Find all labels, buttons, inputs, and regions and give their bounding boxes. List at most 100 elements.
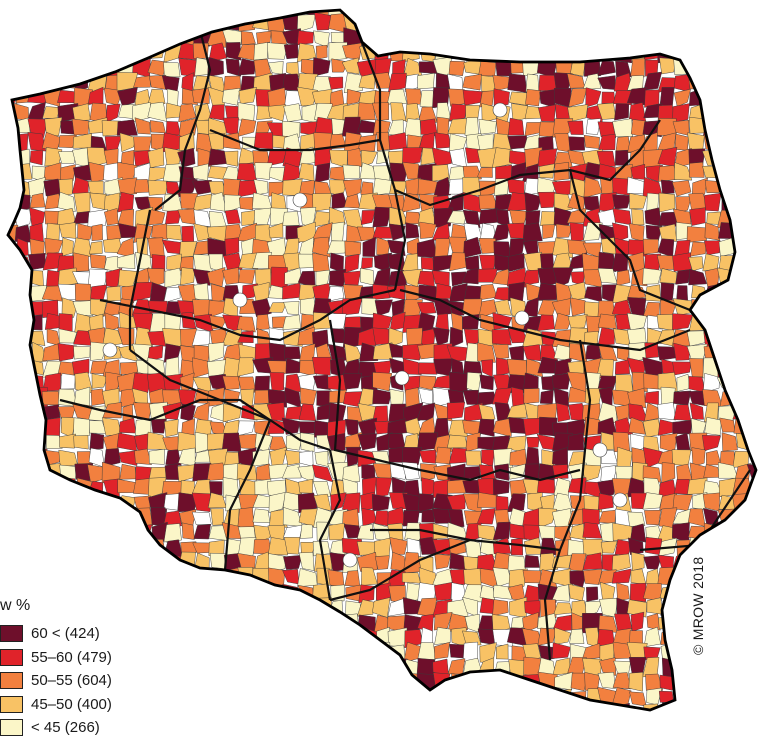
municipality-cell [717, 133, 738, 152]
municipality-cell [147, 88, 166, 106]
municipality-cell [746, 238, 756, 258]
municipality-cell [57, 406, 76, 420]
municipality-cell [477, 10, 494, 17]
municipality-cell [72, 569, 91, 587]
municipality-cell [72, 12, 93, 32]
municipality-cell [388, 132, 408, 151]
municipality-cell [524, 737, 541, 744]
municipality-cell [357, 12, 378, 31]
municipality-cell [627, 511, 646, 527]
municipality-cell [387, 239, 406, 257]
municipality-cell [298, 478, 313, 494]
municipality-cell [582, 720, 598, 735]
municipality-cell [554, 733, 570, 744]
municipality-cell [614, 103, 629, 121]
municipality-cell [31, 554, 47, 572]
municipality-cell [402, 147, 423, 166]
municipality-cell [344, 240, 362, 257]
municipality-cell [344, 343, 363, 363]
municipality-cell [317, 702, 330, 710]
municipality-cell [732, 661, 752, 676]
municipality-cell [496, 674, 513, 693]
municipality-cell [192, 180, 212, 195]
municipality-cell [751, 480, 756, 494]
municipality-cell [418, 734, 433, 744]
municipality-cell [388, 342, 404, 358]
municipality-cell [762, 207, 768, 226]
municipality-cell [327, 569, 345, 588]
municipality-cell [191, 492, 211, 513]
municipality-cell [749, 567, 756, 587]
municipality-cell [481, 449, 496, 468]
municipality-cell [686, 226, 707, 243]
municipality-cell [672, 704, 690, 710]
municipality-cell [284, 672, 302, 693]
municipality-cell [312, 658, 331, 674]
municipality-cell [477, 734, 496, 744]
municipality-cell [447, 12, 468, 32]
municipality-cell [746, 344, 756, 361]
municipality-cell [674, 162, 693, 181]
municipality-cell [44, 237, 64, 255]
municipality-cell [461, 267, 479, 285]
municipality-cell [77, 223, 93, 242]
municipality-cell [732, 540, 751, 558]
municipality-cell [673, 342, 691, 361]
municipality-cell [43, 509, 61, 526]
municipality-cell [254, 375, 270, 392]
municipality-cell [747, 493, 756, 512]
municipality-cell [747, 330, 756, 346]
municipality-cell [197, 672, 212, 693]
municipality-cell [507, 10, 527, 15]
municipality-cell [58, 151, 77, 164]
municipality-cell [465, 450, 482, 466]
municipality-cell [59, 10, 78, 16]
municipality-cell [402, 343, 423, 361]
municipality-cell [689, 207, 706, 226]
municipality-cell [762, 373, 768, 391]
municipality-cell [464, 522, 482, 544]
municipality-cell [419, 718, 436, 735]
municipality-cell [476, 508, 496, 525]
municipality-cell [255, 732, 270, 744]
municipality-cell [734, 287, 752, 301]
municipality-cell [644, 510, 661, 526]
municipality-cell [598, 732, 614, 744]
municipality-cell [628, 718, 648, 735]
municipality-cell [539, 389, 554, 404]
municipality-cell [271, 688, 288, 708]
municipality-cell [134, 28, 152, 45]
municipality-cell [148, 552, 166, 573]
municipality-cell [372, 32, 392, 45]
municipality-cell [238, 433, 258, 450]
municipality-cell [764, 103, 768, 121]
municipality-cell [344, 253, 360, 274]
municipality-cell [282, 211, 300, 227]
municipality-cell [8, 297, 17, 317]
municipality-cell [327, 286, 345, 302]
municipality-cell [361, 671, 373, 690]
municipality-cell [208, 720, 225, 735]
municipality-cell [687, 508, 706, 527]
city-no-data [592, 442, 608, 458]
municipality-cell [12, 74, 33, 92]
municipality-cell [659, 433, 678, 453]
municipality-cell [191, 10, 212, 16]
municipality-cell [57, 191, 76, 212]
municipality-cell [117, 478, 137, 493]
municipality-cell [732, 598, 748, 616]
municipality-cell [238, 197, 254, 211]
municipality-cell [522, 222, 543, 243]
municipality-cell [346, 88, 363, 105]
municipality-cell [627, 27, 648, 48]
municipality-cell [165, 15, 182, 33]
municipality-cell [57, 44, 79, 58]
municipality-cell [117, 87, 138, 107]
municipality-cell [282, 120, 301, 138]
municipality-cell [8, 448, 19, 467]
municipality-cell [492, 10, 513, 18]
municipality-cell [420, 10, 438, 15]
municipality-cell [598, 718, 615, 736]
municipality-cell [192, 572, 211, 589]
municipality-cell [644, 537, 663, 556]
